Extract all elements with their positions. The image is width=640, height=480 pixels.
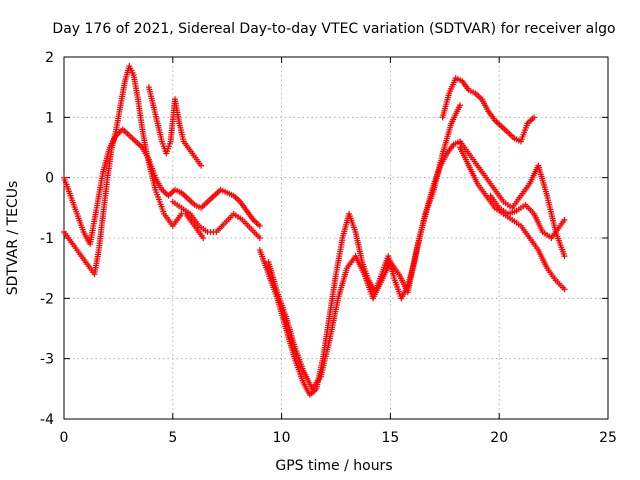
series-track-i — [457, 144, 568, 293]
data-point — [198, 162, 205, 169]
series-track-a — [61, 63, 207, 278]
series-track-g — [439, 75, 538, 145]
data-point — [256, 235, 263, 241]
series-track-h — [457, 138, 568, 260]
series-track-b — [145, 84, 205, 169]
data-point — [200, 235, 207, 241]
series-track-c — [61, 126, 263, 248]
x-tick-label: 15 — [381, 430, 399, 446]
y-tick-label: -1 — [40, 231, 54, 247]
y-tick-label: -2 — [40, 291, 54, 307]
x-axis-label: GPS time / hours — [275, 458, 392, 474]
data-point — [561, 216, 568, 223]
y-tick-label: 0 — [45, 171, 54, 187]
y-tick-label: 2 — [45, 50, 54, 66]
data-point — [256, 222, 263, 229]
data-series — [61, 63, 568, 398]
x-tick-label: 0 — [60, 430, 69, 446]
y-tick-label: -4 — [40, 412, 54, 428]
y-axis-label: SDTVAR / TECUs — [5, 181, 21, 296]
x-tick-label: 20 — [490, 430, 508, 446]
series-track-j — [487, 192, 568, 241]
data-point — [561, 286, 568, 293]
x-tick-label: 25 — [599, 430, 617, 446]
data-point — [457, 102, 464, 109]
y-tick-label: 1 — [45, 110, 54, 126]
data-point — [561, 253, 568, 260]
chart-title: Day 176 of 2021, Sidereal Day-to-day VTE… — [52, 21, 615, 37]
series-track-d — [169, 198, 263, 241]
x-tick-label: 5 — [168, 430, 177, 446]
x-tick-label: 10 — [273, 430, 291, 446]
y-tick-label: -3 — [40, 352, 54, 368]
data-point — [531, 114, 538, 121]
series-track-f — [265, 102, 464, 392]
tick-labels: 0 5 10 15 20 25 -4 -3 -2 -1 0 1 2 — [40, 50, 617, 446]
